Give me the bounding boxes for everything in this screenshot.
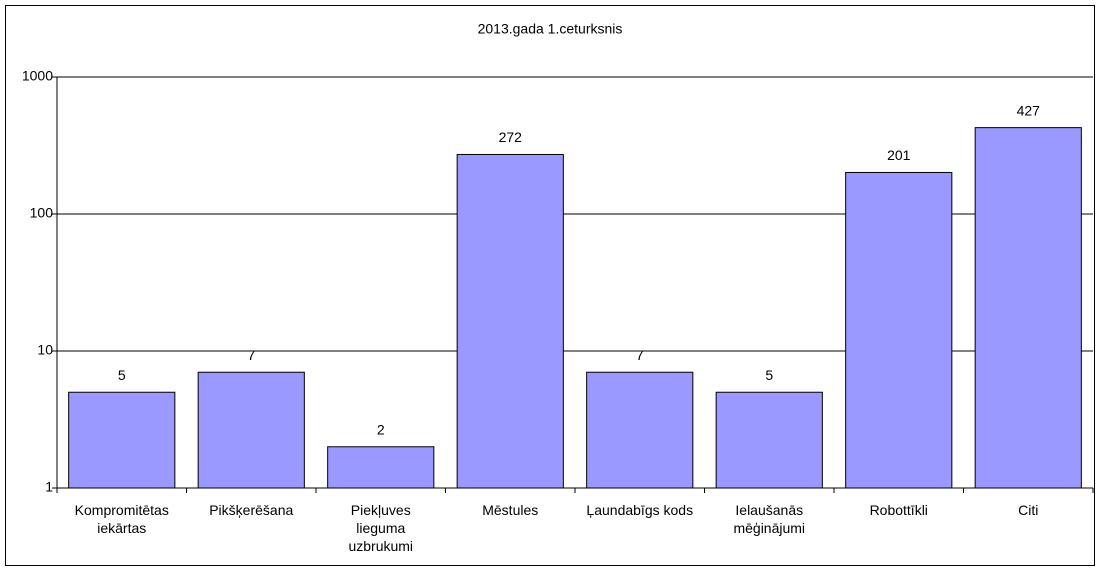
x-tick-label: Citi	[1018, 502, 1039, 518]
value-label: 272	[499, 129, 523, 145]
x-tick-label: Pikšķerēšana	[209, 502, 294, 518]
y-tick-label: 1	[45, 479, 53, 495]
x-tick-label: Robottīkli	[869, 502, 928, 518]
bar	[715, 391, 823, 489]
x-tick-label: Ielaušanās mēģinājumi	[733, 502, 806, 536]
value-label: 5	[118, 367, 126, 383]
y-tick-label: 1000	[22, 68, 53, 84]
value-label: 7	[636, 347, 644, 363]
x-tick-label: Kompromitētas iekārtas	[74, 502, 169, 536]
bar	[197, 371, 305, 489]
value-label: 2	[377, 421, 385, 437]
value-label: 7	[247, 347, 255, 363]
value-label: 201	[887, 147, 911, 163]
bar	[845, 171, 953, 489]
value-label: 427	[1017, 102, 1041, 118]
y-tick-label: 100	[30, 205, 54, 221]
bar	[586, 371, 694, 489]
value-label: 5	[765, 367, 773, 383]
x-tick-label: Ļaundabīgs kods	[586, 502, 694, 518]
bar	[974, 127, 1082, 489]
x-tick-label: Mēstules	[482, 502, 539, 518]
bar	[456, 153, 564, 489]
bar	[68, 391, 176, 489]
bar	[327, 446, 435, 489]
y-tick-label: 10	[37, 342, 53, 358]
x-tick-label: Piekļuves lieguma uzbrukumi	[348, 502, 414, 554]
chart-title: 2013.gada 1.ceturksnis	[478, 21, 623, 37]
